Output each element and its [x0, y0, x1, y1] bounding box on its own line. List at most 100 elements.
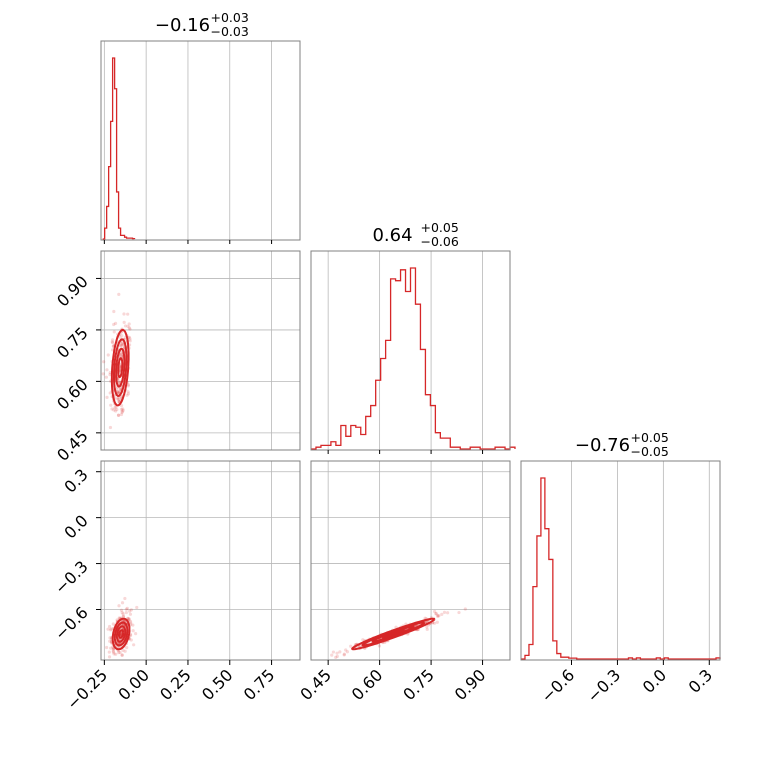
- sample-point: [132, 643, 136, 647]
- sample-point: [107, 655, 112, 659]
- sample-point: [119, 608, 124, 612]
- sample-point: [118, 386, 123, 390]
- sample-point: [432, 621, 437, 625]
- sample-point: [108, 636, 112, 640]
- sample-point: [127, 326, 131, 330]
- sample-point: [128, 619, 133, 623]
- sample-point: [105, 645, 109, 650]
- sample-point: [120, 334, 124, 338]
- sample-point: [344, 648, 348, 652]
- title-plus-1: +0.05: [421, 220, 459, 235]
- sample-point: [121, 408, 125, 412]
- x-tick-label: 0.60: [348, 665, 387, 704]
- sample-point: [111, 649, 115, 653]
- sample-point: [121, 612, 125, 616]
- sample-point: [442, 610, 447, 614]
- sample-point: [111, 647, 115, 651]
- contour-1: [115, 347, 126, 388]
- sample-point: [437, 614, 441, 618]
- sample-point: [128, 339, 132, 343]
- y-tick-label: 0.60: [53, 375, 92, 414]
- panel-frame-2-1: [310, 460, 511, 661]
- sample-point: [331, 650, 336, 654]
- sample-point: [121, 648, 125, 652]
- sample-point: [117, 650, 121, 655]
- y-tick-label: −0.6: [51, 603, 92, 644]
- x-tick-label: 0.45: [296, 665, 335, 704]
- sample-point: [125, 393, 129, 397]
- sample-point: [112, 330, 116, 334]
- sample-point: [335, 651, 339, 655]
- panel-frame-diag-1: [310, 250, 511, 451]
- grid-layer: [101, 41, 710, 660]
- sample-point: [123, 649, 127, 653]
- sample-point: [131, 623, 135, 627]
- sample-point: [112, 322, 116, 327]
- sample-point: [434, 611, 438, 616]
- sample-point: [126, 384, 130, 388]
- sample-point: [122, 312, 126, 316]
- sample-point: [117, 396, 121, 400]
- sample-point: [119, 407, 124, 411]
- title-median-0: −0.16: [155, 15, 210, 36]
- sample-point: [436, 613, 440, 618]
- sample-point: [120, 343, 124, 347]
- sample-point: [121, 615, 126, 619]
- histogram-0: [102, 57, 136, 240]
- sample-point: [116, 391, 120, 395]
- sample-point: [342, 653, 346, 657]
- y-tick-label: 0.0: [60, 511, 91, 542]
- sample-point: [112, 408, 116, 412]
- x-tick-label: −0.25: [63, 665, 111, 713]
- sample-point: [120, 653, 124, 657]
- sample-point: [334, 655, 338, 660]
- x-tick-label: 0.75: [399, 665, 438, 704]
- sample-point: [122, 320, 126, 324]
- sample-point: [110, 340, 114, 344]
- sample-point: [446, 611, 450, 615]
- x-tick-label: 0.50: [198, 665, 237, 704]
- sample-point: [131, 629, 135, 633]
- sample-point: [118, 650, 122, 655]
- sample-point: [342, 652, 347, 656]
- x-tick-label: 0.0: [639, 665, 670, 696]
- x-tick-label: 0.75: [240, 665, 279, 704]
- sample-point: [126, 312, 130, 316]
- title-plus-0: +0.03: [211, 10, 249, 25]
- sample-point: [129, 621, 133, 625]
- sample-point: [123, 596, 127, 601]
- sample-point: [114, 652, 118, 656]
- sample-point: [119, 404, 124, 408]
- sample-point: [110, 407, 114, 411]
- panel-frame-diag-0: [100, 40, 301, 241]
- data-layer: [101, 57, 721, 660]
- title-median-1: 0.64: [372, 225, 412, 246]
- sample-point: [120, 410, 124, 414]
- contour-0.5: [117, 357, 124, 379]
- sample-point: [124, 610, 128, 615]
- contour-1: [115, 625, 127, 643]
- sample-point: [104, 375, 108, 379]
- sample-point: [110, 338, 115, 342]
- title-median-2: −0.76: [575, 435, 630, 456]
- sample-point: [116, 397, 120, 402]
- scatter-group-2: [330, 607, 467, 660]
- sample-point: [335, 654, 339, 658]
- sample-point: [128, 612, 133, 616]
- sample-point: [434, 612, 438, 616]
- sample-point: [119, 412, 124, 417]
- sample-point: [116, 390, 120, 395]
- sample-point: [127, 322, 131, 326]
- sample-point: [116, 389, 120, 394]
- sample-point: [126, 383, 130, 387]
- x-tick-label: 0.00: [114, 665, 153, 704]
- sample-point: [106, 627, 110, 631]
- frame-layer: [96, 40, 721, 665]
- contour-0.5: [118, 629, 125, 639]
- title-minus-2: −0.05: [631, 444, 669, 459]
- sample-point: [114, 409, 118, 413]
- sample-point: [116, 413, 121, 417]
- sample-point: [129, 608, 133, 612]
- panel-frame-1-0: [100, 250, 301, 451]
- sample-point: [425, 625, 429, 629]
